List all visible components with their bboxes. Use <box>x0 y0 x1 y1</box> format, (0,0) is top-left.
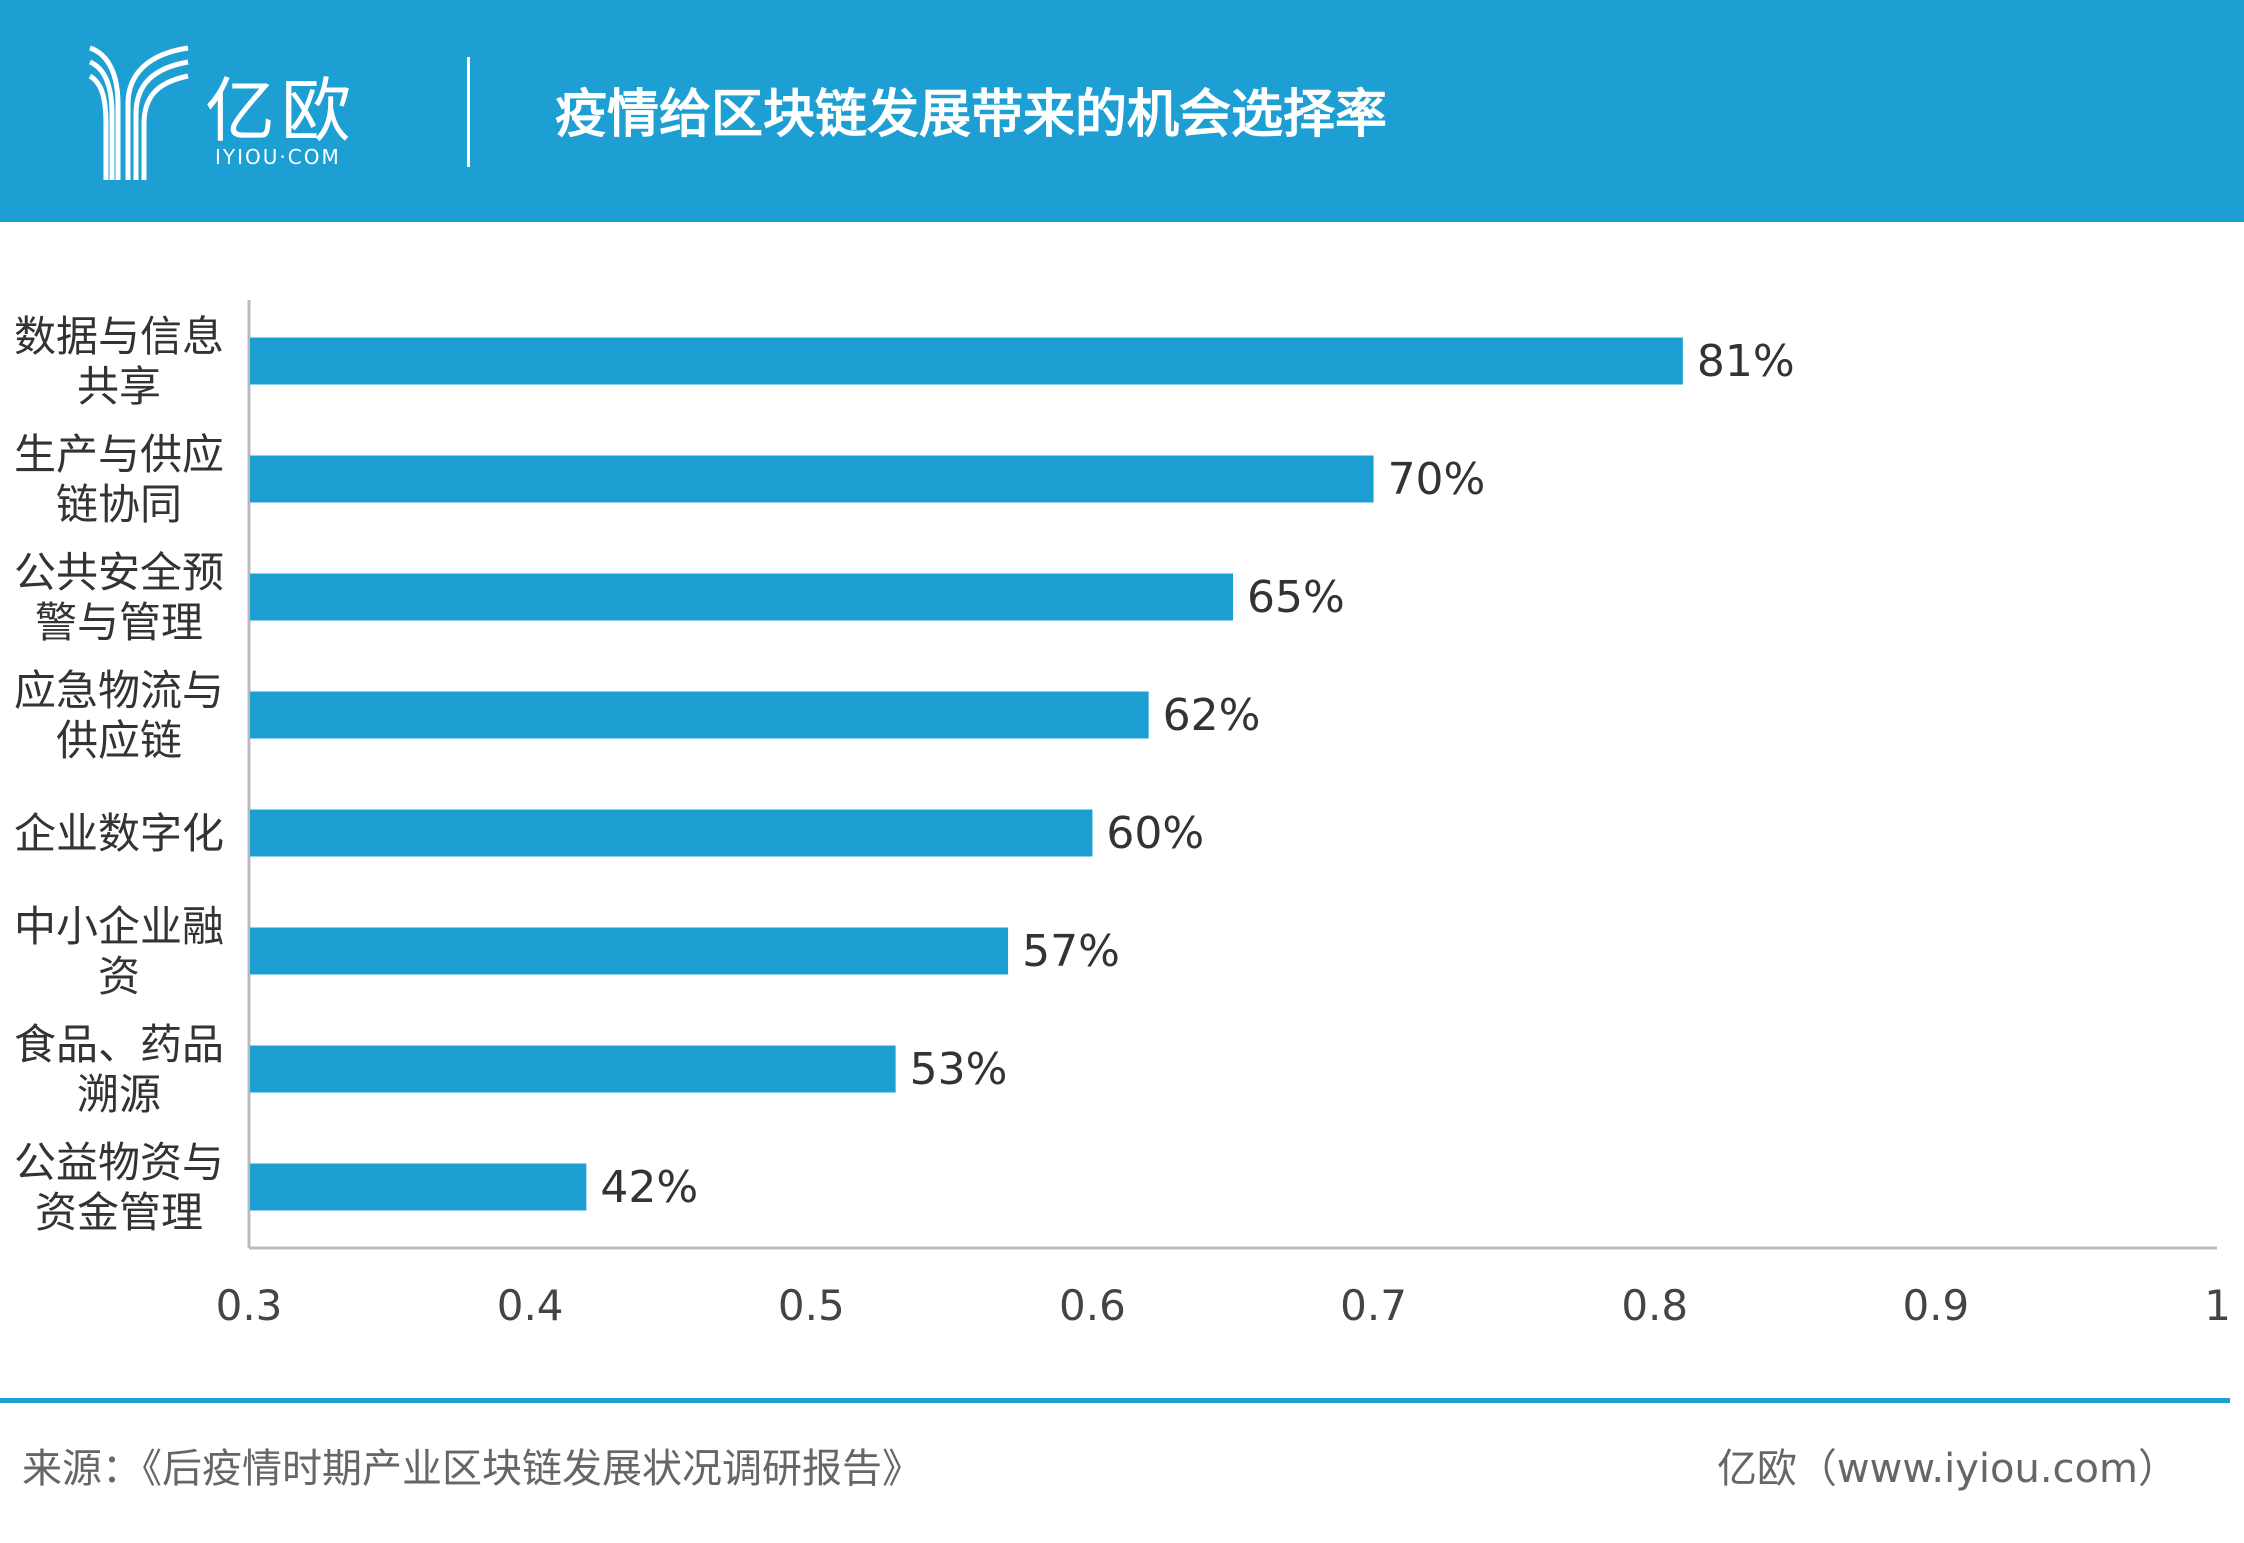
category-label: 共享 <box>77 362 161 411</box>
data-label: 42% <box>600 1162 698 1213</box>
x-tick-label: 0.8 <box>1621 1281 1688 1330</box>
x-tick-label: 0.4 <box>497 1281 564 1330</box>
credit-text: 亿欧（www.iyiou.com） <box>1716 1446 2178 1492</box>
data-label: 62% <box>1163 690 1261 741</box>
category-label: 溯源 <box>77 1070 161 1119</box>
x-tick-label: 0.3 <box>216 1281 283 1330</box>
iyiou-logo-icon <box>88 45 189 180</box>
category-label: 数据与信息 <box>14 312 224 361</box>
category-label: 应急物流与 <box>14 666 224 715</box>
category-label: 链协同 <box>56 480 182 529</box>
category-label: 食品、药品 <box>14 1020 224 1069</box>
data-label: 60% <box>1106 808 1204 859</box>
category-label: 供应链 <box>56 716 182 765</box>
bar <box>250 1163 587 1211</box>
header-divider <box>467 57 470 167</box>
data-label: 70% <box>1388 454 1486 505</box>
category-label: 公共安全预 <box>14 548 224 597</box>
bar <box>250 927 1009 975</box>
category-label: 资 <box>98 952 140 1001</box>
x-tick-label: 0.7 <box>1340 1281 1407 1330</box>
x-tick-label: 0.6 <box>1059 1281 1126 1330</box>
x-tick-label: 1 <box>2204 1281 2231 1330</box>
bar <box>250 573 1233 621</box>
category-label: 中小企业融 <box>14 902 224 951</box>
bar <box>250 809 1093 857</box>
category-label: 生产与供应 <box>14 430 224 479</box>
source-text: 来源：《后疫情时期产业区块链发展状况调研报告》 <box>22 1446 922 1492</box>
bar <box>250 691 1149 739</box>
bar <box>250 1045 896 1093</box>
category-label: 公益物资与 <box>14 1138 224 1187</box>
logo-text: 亿欧 <box>205 70 357 152</box>
x-tick-label: 0.9 <box>1902 1281 1969 1330</box>
bar <box>250 337 1683 385</box>
data-label: 65% <box>1247 572 1345 623</box>
header-banner: 亿欧 IYIOU·COM 疫情给区块链发展带来的机会选择率 <box>0 0 2244 222</box>
footer-divider <box>0 1398 2230 1403</box>
bar <box>250 455 1374 503</box>
logo-subtext: IYIOU·COM <box>215 145 341 169</box>
data-label: 81% <box>1697 336 1795 387</box>
category-label: 企业数字化 <box>14 809 224 858</box>
chart-title: 疫情给区块链发展带来的机会选择率 <box>555 85 1388 145</box>
data-label: 57% <box>1022 926 1120 977</box>
x-tick-label: 0.5 <box>778 1281 845 1330</box>
category-label: 资金管理 <box>35 1188 203 1237</box>
category-label: 警与管理 <box>35 598 203 647</box>
data-label: 53% <box>910 1044 1008 1095</box>
